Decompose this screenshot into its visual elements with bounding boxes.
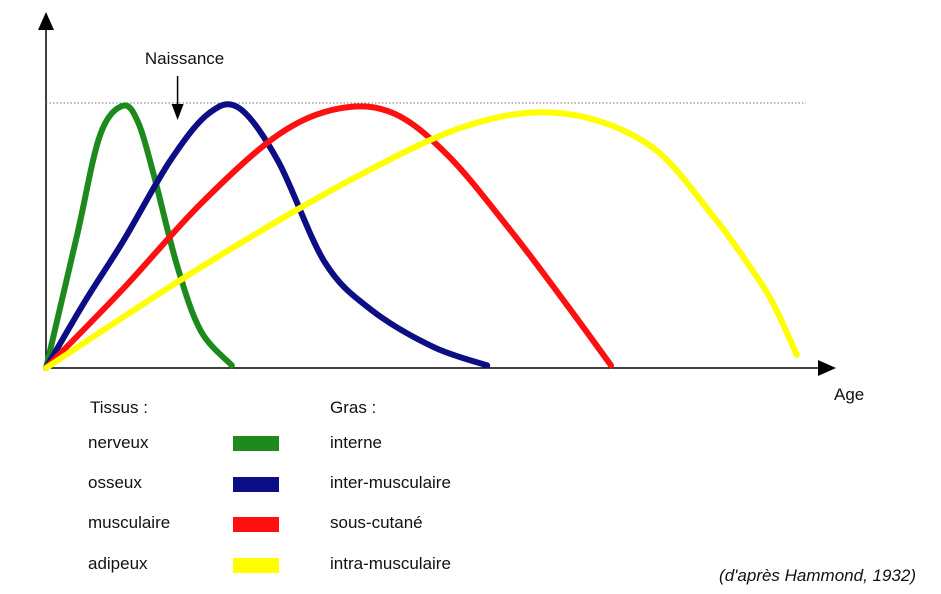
- legend: Tissus : Gras : nerveux interne osseux i…: [88, 398, 451, 573]
- series-line-musculaire: [43, 103, 614, 371]
- legend-gras-label: sous-cutané: [330, 513, 423, 532]
- legend-gras-label: intra-musculaire: [330, 554, 451, 573]
- legend-gras-header: Gras :: [330, 398, 376, 417]
- series-line-adipeux: [43, 109, 800, 371]
- birth-arrow-icon: [171, 104, 184, 120]
- series-line-nerveux: [43, 102, 235, 371]
- axes: [38, 12, 836, 376]
- legend-gras-label: inter-musculaire: [330, 473, 451, 492]
- y-axis-arrow-icon: [38, 12, 54, 30]
- x-axis-arrow-icon: [818, 360, 836, 376]
- series-group: [43, 101, 800, 371]
- legend-tissu-label: nerveux: [88, 433, 149, 452]
- legend-gras-label: interne: [330, 433, 382, 452]
- source-credit: (d'après Hammond, 1932): [719, 566, 916, 585]
- legend-tissus-header: Tissus :: [90, 398, 148, 417]
- legend-swatch: [233, 477, 279, 492]
- legend-tissu-label: musculaire: [88, 513, 170, 532]
- series-line-osseux: [43, 101, 491, 371]
- legend-tissu-label: adipeux: [88, 554, 148, 573]
- legend-tissu-label: osseux: [88, 473, 142, 492]
- legend-swatch: [233, 436, 279, 451]
- x-axis-label: Age: [834, 385, 864, 404]
- legend-swatch: [233, 558, 279, 573]
- legend-swatch: [233, 517, 279, 532]
- birth-annotation: Naissance: [145, 49, 224, 120]
- birth-annotation-label: Naissance: [145, 49, 224, 68]
